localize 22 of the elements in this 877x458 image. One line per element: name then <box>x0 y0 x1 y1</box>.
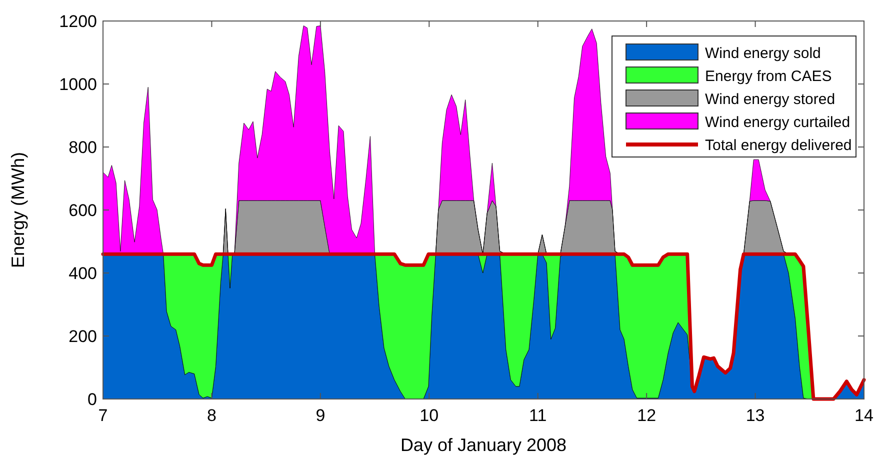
y-tick-label: 1000 <box>59 74 97 94</box>
legend-label: Total energy delivered <box>705 136 852 154</box>
y-axis-title: Energy (MWh) <box>8 152 28 268</box>
x-tick-label: 12 <box>637 406 656 425</box>
legend-label: Wind energy sold <box>705 44 821 62</box>
x-tick-label: 8 <box>206 406 216 425</box>
y-tick-label: 1200 <box>59 12 97 31</box>
y-tick-label: 200 <box>68 326 97 346</box>
y-tick-label: 0 <box>88 390 97 409</box>
legend-label: Wind energy stored <box>705 90 836 108</box>
x-tick-label: 11 <box>529 406 547 425</box>
x-axis-title: Day of January 2008 <box>400 435 567 455</box>
x-tick-label: 13 <box>746 406 765 425</box>
x-tick-label: 9 <box>316 406 326 425</box>
x-tick-label: 14 <box>854 406 874 425</box>
y-tick-label: 400 <box>68 264 97 283</box>
legend-label: Wind energy curtailed <box>705 114 850 131</box>
y-tick-label: 800 <box>68 138 97 157</box>
x-tick-label: 10 <box>420 406 439 425</box>
y-tick-label: 600 <box>68 200 97 220</box>
x-tick-label: 7 <box>98 406 108 425</box>
legend-label: Energy from CAES <box>705 68 832 85</box>
